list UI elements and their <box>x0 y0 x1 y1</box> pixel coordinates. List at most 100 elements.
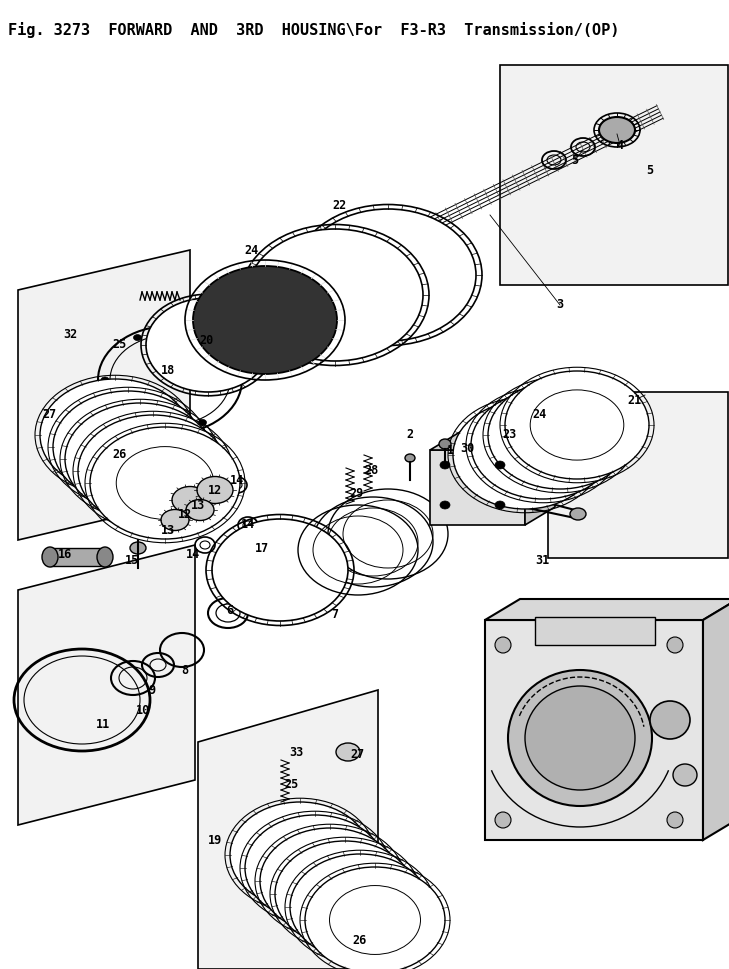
Ellipse shape <box>78 415 228 527</box>
Text: 7: 7 <box>332 609 338 621</box>
Ellipse shape <box>439 439 451 449</box>
Text: 16: 16 <box>58 548 72 561</box>
Text: 17: 17 <box>255 542 269 554</box>
Ellipse shape <box>290 854 430 960</box>
Text: 12: 12 <box>208 484 222 496</box>
Ellipse shape <box>161 510 189 530</box>
FancyBboxPatch shape <box>50 548 105 566</box>
Ellipse shape <box>599 117 635 143</box>
Text: 27: 27 <box>351 748 365 762</box>
Text: 22: 22 <box>333 199 347 211</box>
Ellipse shape <box>260 828 400 934</box>
Ellipse shape <box>275 841 415 947</box>
Ellipse shape <box>245 815 385 921</box>
FancyBboxPatch shape <box>258 555 268 583</box>
Text: 10: 10 <box>136 703 150 716</box>
Ellipse shape <box>197 477 233 504</box>
Polygon shape <box>430 432 555 450</box>
Ellipse shape <box>495 501 505 509</box>
Ellipse shape <box>231 377 239 383</box>
Text: 27: 27 <box>43 409 57 422</box>
Ellipse shape <box>65 403 215 515</box>
Text: 14: 14 <box>230 474 244 486</box>
Ellipse shape <box>405 454 415 462</box>
Text: 13: 13 <box>161 523 175 537</box>
Ellipse shape <box>97 547 113 567</box>
Text: 24: 24 <box>245 243 259 257</box>
Text: 8: 8 <box>182 664 189 676</box>
Ellipse shape <box>193 266 337 374</box>
Text: 4: 4 <box>617 139 623 151</box>
Text: 19: 19 <box>208 833 222 847</box>
Ellipse shape <box>570 508 586 520</box>
Text: 9: 9 <box>149 683 155 697</box>
Ellipse shape <box>488 381 632 489</box>
Polygon shape <box>485 599 729 620</box>
Ellipse shape <box>40 379 190 491</box>
Text: 5: 5 <box>572 153 579 167</box>
Ellipse shape <box>505 371 649 479</box>
Text: 1: 1 <box>446 444 453 456</box>
Text: 29: 29 <box>350 486 364 499</box>
Ellipse shape <box>453 401 597 509</box>
Ellipse shape <box>673 764 697 786</box>
Ellipse shape <box>650 701 690 739</box>
Ellipse shape <box>101 377 109 383</box>
Polygon shape <box>525 432 555 525</box>
Ellipse shape <box>300 209 476 341</box>
Text: 15: 15 <box>125 553 139 567</box>
Ellipse shape <box>247 229 423 361</box>
Ellipse shape <box>198 420 206 425</box>
Ellipse shape <box>440 501 450 509</box>
Ellipse shape <box>212 519 348 621</box>
Ellipse shape <box>495 461 505 469</box>
Text: 21: 21 <box>628 393 642 407</box>
Ellipse shape <box>336 743 360 761</box>
FancyBboxPatch shape <box>535 617 655 645</box>
Text: 25: 25 <box>285 778 299 792</box>
Ellipse shape <box>230 802 370 908</box>
Text: 3: 3 <box>556 298 564 311</box>
Ellipse shape <box>508 670 652 806</box>
Ellipse shape <box>90 427 240 539</box>
Polygon shape <box>18 250 190 540</box>
Ellipse shape <box>146 298 270 392</box>
Ellipse shape <box>525 686 635 790</box>
Ellipse shape <box>172 486 208 514</box>
Ellipse shape <box>130 542 146 554</box>
Text: 25: 25 <box>113 338 127 352</box>
Polygon shape <box>703 599 729 840</box>
Polygon shape <box>548 392 728 558</box>
Text: 26: 26 <box>353 933 367 947</box>
Ellipse shape <box>667 637 683 653</box>
Text: 28: 28 <box>365 463 379 477</box>
Text: 11: 11 <box>96 718 110 732</box>
Text: 31: 31 <box>535 553 549 567</box>
Text: 26: 26 <box>113 449 127 461</box>
FancyBboxPatch shape <box>485 620 703 840</box>
Ellipse shape <box>667 812 683 828</box>
Ellipse shape <box>305 867 445 969</box>
Ellipse shape <box>42 547 58 567</box>
Ellipse shape <box>133 420 141 425</box>
Ellipse shape <box>495 637 511 653</box>
Text: 24: 24 <box>533 409 547 422</box>
Ellipse shape <box>198 334 206 340</box>
Text: 6: 6 <box>227 604 233 616</box>
Text: 14: 14 <box>241 518 255 532</box>
Text: 12: 12 <box>178 509 192 521</box>
Text: 14: 14 <box>186 548 200 561</box>
Text: Fig. 3273  FORWARD  AND  3RD  HOUSING\For  F3-R3  Transmission/(OP): Fig. 3273 FORWARD AND 3RD HOUSING\For F3… <box>8 22 620 38</box>
Text: 32: 32 <box>63 328 77 341</box>
Ellipse shape <box>471 391 615 499</box>
Text: 20: 20 <box>200 333 214 347</box>
Ellipse shape <box>133 334 141 340</box>
Ellipse shape <box>53 391 203 503</box>
Ellipse shape <box>495 812 511 828</box>
Text: 18: 18 <box>161 363 175 377</box>
Polygon shape <box>500 65 728 285</box>
Ellipse shape <box>186 499 214 520</box>
Polygon shape <box>198 690 378 969</box>
Text: 23: 23 <box>503 428 517 442</box>
Text: 30: 30 <box>460 442 474 454</box>
